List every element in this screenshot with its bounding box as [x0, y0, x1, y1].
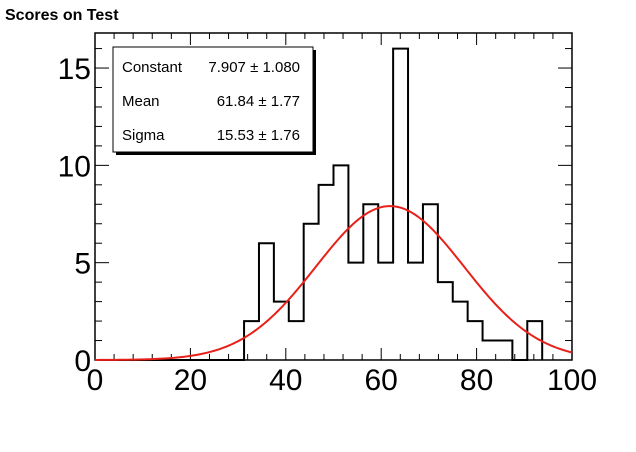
y-tick-label: 10 — [58, 150, 91, 183]
histogram-bar — [319, 185, 334, 360]
histogram-bar — [259, 243, 274, 360]
gaussian-fit-curve — [95, 205, 573, 361]
histogram-bar — [453, 302, 468, 360]
y-tick-label: 0 — [74, 345, 91, 378]
x-tick-label: 80 — [460, 364, 493, 397]
tick-labels: 0 20 40 60 80 100 0 5 10 15 — [58, 53, 597, 397]
stats-box-frame — [112, 46, 314, 153]
histogram-bar — [274, 302, 289, 360]
histogram-bar — [468, 321, 483, 360]
x-tick-label: 100 — [547, 364, 597, 397]
chart-title: Scores on Test — [5, 7, 119, 24]
fit-series — [95, 205, 573, 361]
ticks — [94, 33, 573, 361]
stats-label: Mean — [122, 93, 160, 110]
histogram-bar — [497, 341, 512, 360]
histogram-outline — [95, 47, 544, 361]
stats-value: 61.84 ± 1.77 — [217, 93, 300, 110]
stats-value: 7.907 ± 1.080 — [208, 59, 300, 76]
plot-frame — [94, 32, 573, 361]
histogram-series — [95, 47, 544, 361]
histogram-bar — [438, 282, 453, 360]
stats-box: Constant 7.907 ± 1.080 Mean 61.84 ± 1.77 Sig… — [112, 46, 316, 155]
histogram-bar — [304, 224, 319, 360]
histogram-bar — [289, 321, 304, 360]
x-tick-label: 40 — [269, 364, 302, 397]
histogram-bar — [334, 165, 349, 360]
x-tick-label: 60 — [365, 364, 398, 397]
histogram-bar — [363, 204, 378, 360]
stats-label: Constant — [122, 59, 183, 76]
x-tick-label: 0 — [87, 364, 104, 397]
histogram-bar — [378, 263, 393, 360]
stats-value: 15.53 ± 1.76 — [217, 127, 300, 144]
y-tick-label: 15 — [58, 53, 91, 86]
histogram-bar — [348, 263, 363, 360]
y-tick-label: 5 — [74, 248, 91, 281]
histogram-bar — [244, 321, 259, 360]
histogram-bar — [408, 263, 423, 360]
axes — [94, 32, 573, 361]
x-tick-label: 20 — [174, 364, 207, 397]
stats-label: Sigma — [122, 127, 165, 144]
histogram-bar — [393, 49, 408, 360]
